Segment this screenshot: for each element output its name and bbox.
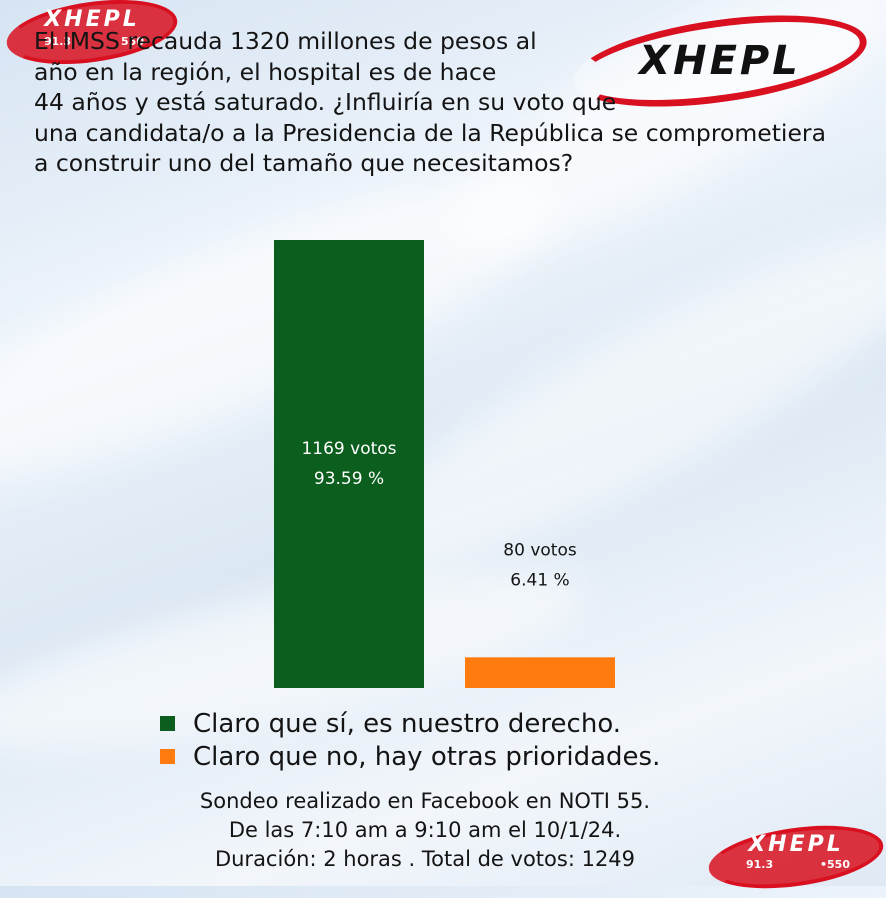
footer-time-range: De las 7:10 am a 9:10 am el 10/1/24.: [228, 818, 622, 842]
bar-label-percent-yes: 93.59 %: [314, 469, 384, 489]
bar-no: [465, 657, 615, 688]
logo-top-left: XHEPL 91.3 550: [2, 0, 182, 74]
logo-frequency-fm: 91.3: [746, 858, 774, 871]
logo-wordmark: XHEPL: [44, 7, 140, 32]
poll-question-line: a construir uno del tamaño que necesitam…: [34, 149, 574, 178]
logo-frequency-am: •550: [820, 858, 850, 871]
poll-footer: Sondeo realizado en Facebook en NOTI 55.…: [120, 787, 730, 874]
bar-yes: [274, 240, 424, 688]
footer-source: Sondeo realizado en Facebook en NOTI 55.: [199, 789, 651, 813]
logo-wordmark: XHEPL: [748, 832, 844, 857]
logo-frequency-am: 550: [121, 35, 144, 48]
legend-item-no: Claro que no, hay otras prioridades.: [160, 740, 660, 773]
poll-question-line: año en la región, el hospital es de hace: [34, 57, 497, 86]
footer-totals: Duración: 2 horas . Total de votos: 1249: [214, 847, 636, 871]
legend-label-no: Claro que no, hay otras prioridades.: [193, 741, 661, 772]
logo-frequency-fm: 91.3: [44, 35, 72, 48]
legend-item-yes: Claro que sí, es nuestro derecho.: [160, 707, 660, 740]
poll-question-line: 44 años y está saturado. ¿Influiría en s…: [34, 88, 617, 117]
logo-main: XHEPL: [567, 0, 873, 123]
chart-legend: Claro que sí, es nuestro derecho. Claro …: [160, 707, 660, 773]
logo-bottom-right: XHEPL 91.3 •550: [704, 816, 886, 898]
poll-question-line: una candidata/o a la Presidencia de la R…: [34, 118, 826, 147]
poll-question-line: El IMSS recauda 1320 millones de pesos a…: [34, 27, 537, 55]
bar-label-votes-yes: 1169 votos: [301, 439, 396, 459]
poll-question: El IMSS recauda 1320 millones de pesos a…: [34, 26, 864, 179]
bar-label-percent-no: 6.41 %: [510, 570, 569, 590]
legend-label-yes: Claro que sí, es nuestro derecho.: [193, 708, 622, 739]
logo-wordmark: XHEPL: [639, 38, 801, 84]
legend-swatch-yes: [160, 716, 175, 731]
legend-swatch-no: [160, 749, 175, 764]
bar-label-votes-no: 80 votos: [503, 540, 577, 560]
